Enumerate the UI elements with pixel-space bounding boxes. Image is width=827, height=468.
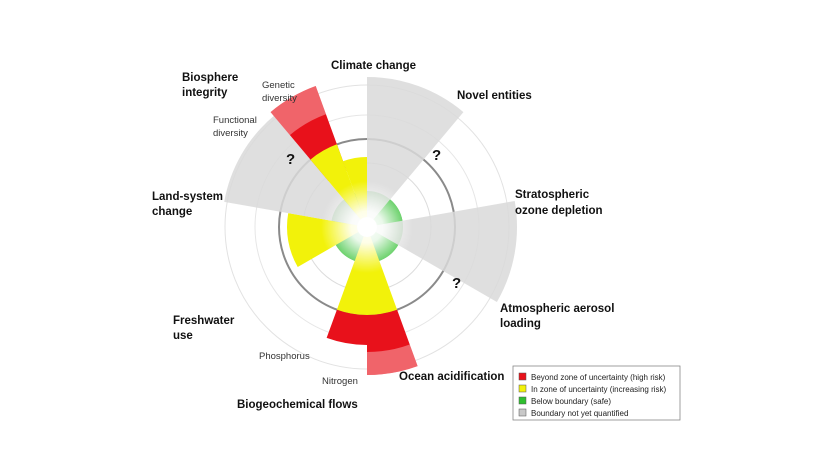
label-ocean-acidification: Ocean acidification [399,371,504,383]
question-mark-biosphere: ? [286,151,295,168]
label-land-system-1: Land-system [152,191,223,203]
label-genetic-2: diversity [262,93,297,104]
legend-label-3: Boundary not yet quantified [531,409,628,418]
label-stratospheric-1: Stratospheric [515,189,590,201]
label-genetic-1: Genetic [262,80,295,91]
wedge-phosphorus-high-risk [326,309,367,345]
center-glow [321,181,413,273]
legend-label-2: Below boundary (safe) [531,397,611,406]
label-stratospheric-2: ozone depletion [515,205,603,217]
label-land-system-2: change [152,206,192,218]
label-biogeochemical-flows: Biogeochemical flows [237,399,358,411]
label-biosphere-1: Biosphere [182,72,238,84]
legend-label-1: In zone of uncertainty (increasing risk) [531,385,667,394]
wedge-nitrogen-high-risk [367,309,418,375]
legend-label-0: Beyond zone of uncertainty (high risk) [531,373,666,382]
label-aerosol-1: Atmospheric aerosol [500,303,614,315]
label-freshwater-2: use [173,330,193,342]
legend-box [512,365,681,421]
label-freshwater-1: Freshwater [173,315,235,327]
label-climate-change: Climate change [331,60,416,72]
label-phosphorus: Phosphorus [259,351,310,362]
label-aerosol-2: loading [500,318,541,330]
legend-swatch-0 [518,372,527,381]
legend-swatch-2 [518,396,527,405]
wedge-genetic-fade [270,86,326,136]
question-mark-aerosol: ? [452,275,461,292]
label-nitrogen: Nitrogen [322,376,358,387]
question-mark-novel-entities: ? [432,147,441,164]
label-functional-1: Functional [213,115,257,126]
wedge-functional-diversity-unquantified [224,115,361,226]
wedge-novel-entities-unquantified [367,77,464,220]
label-novel-entities: Novel entities [457,90,532,102]
legend-swatch-3 [518,408,527,417]
wedge-nitrogen-fade [367,344,418,375]
label-biosphere-2: integrity [182,87,228,99]
legend: Beyond zone of uncertainty (high risk) In… [512,365,681,421]
label-functional-2: diversity [213,128,248,139]
legend-swatch-1 [518,384,527,393]
